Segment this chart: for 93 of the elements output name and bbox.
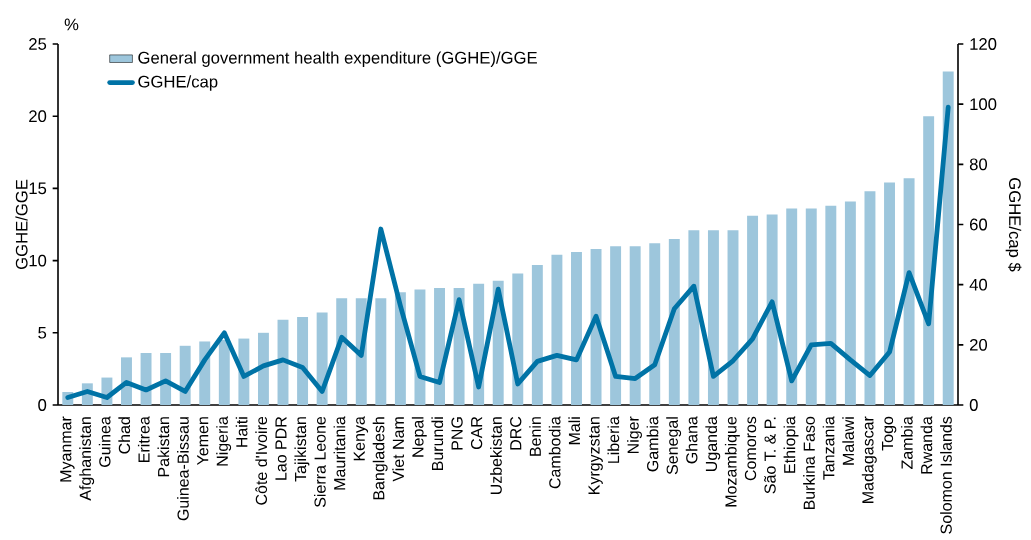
x-tick-label: Uzbekistan <box>490 417 502 495</box>
bar <box>551 254 563 405</box>
bar <box>629 246 641 405</box>
x-tick-label: Madagascar <box>861 416 877 503</box>
x-tick-label: Lao PDR <box>275 416 287 480</box>
legend-label: GGHE/cap <box>138 75 218 91</box>
x-tick-label: Kyrgyzstan <box>588 417 603 494</box>
y2-tick-label: 0 <box>969 399 978 411</box>
bar <box>864 191 876 405</box>
bar <box>160 353 172 405</box>
bar <box>336 298 348 405</box>
x-tick-label: Côte d'Ivoire <box>255 416 268 505</box>
x-tick-label: Nepal <box>411 417 427 457</box>
x-tick-label: Mauritania <box>333 416 346 490</box>
x-tick-label: Malawi <box>842 417 854 465</box>
bar <box>668 238 680 405</box>
y2-tick-label: 60 <box>969 218 988 231</box>
x-tick-label: Tajikistan <box>294 417 310 482</box>
bar <box>649 243 661 405</box>
x-tick-label: Haiti <box>235 417 248 447</box>
x-tick-label: Burkina Faso <box>803 416 815 510</box>
x-tick-label: Ethiopia <box>783 416 799 473</box>
x-tick-label: São T. & P. <box>764 417 776 494</box>
x-tick-label: Gambia <box>646 416 659 472</box>
bar <box>590 249 602 405</box>
y-tick-label: 0 <box>38 399 47 411</box>
y-tick-label: 20 <box>29 110 47 123</box>
x-tick-label: Togo <box>881 416 897 451</box>
x-tick-label: Guinea-Bissau <box>177 417 189 521</box>
x-tick-label: PNG <box>451 417 463 450</box>
x-tick-label: CAR <box>470 416 483 450</box>
bar <box>297 316 309 405</box>
text: % <box>64 18 79 31</box>
bar <box>218 340 230 405</box>
bar <box>257 332 269 405</box>
bar <box>844 201 856 405</box>
x-tick-label: Viet Nam <box>392 417 405 482</box>
legend-label: General government health expenditure (GGHE)/GGE <box>138 51 537 67</box>
x-tick-label: Mozambique <box>724 416 740 507</box>
bar <box>707 230 719 405</box>
bar <box>825 205 837 405</box>
x-tick-label: Kenya <box>353 416 369 461</box>
line-series <box>65 104 951 400</box>
bar <box>414 289 426 405</box>
x-tick-label: Afghanistan <box>79 417 95 501</box>
x-tick-label: Uganda <box>705 416 721 471</box>
bar <box>766 214 778 405</box>
bar <box>688 230 700 405</box>
bar <box>610 246 622 405</box>
y2-tick-label: 100 <box>970 98 997 111</box>
y-tick-label: 5 <box>38 326 47 339</box>
x-tick-label: Liberia <box>607 416 620 463</box>
y2-tick-label: 20 <box>969 338 988 351</box>
x-tick-label: Comoros <box>744 416 757 481</box>
x-tick-label: Ghana <box>685 416 698 464</box>
x-tick-label: Niger <box>627 416 642 454</box>
x-tick-label: Chad <box>118 417 131 454</box>
x-tick-label: Mali <box>568 417 581 445</box>
x-tick-label: Burundi <box>431 417 444 470</box>
x-tick-label: Senegal <box>666 417 682 475</box>
y-tick-label: 10 <box>29 254 47 267</box>
x-tick-label: Cambodia <box>548 416 561 489</box>
bar <box>571 251 582 405</box>
x-tick-label: Yemen <box>197 417 209 466</box>
bar <box>884 182 895 405</box>
y2-axis-title: GGHE/cap $ <box>1005 178 1022 272</box>
x-tick-label: Guinea <box>98 416 111 467</box>
y-tick-label: 25 <box>29 38 47 50</box>
x-tick-label: Bangladesh <box>372 417 388 500</box>
x-tick-label: Eritrea <box>137 416 150 462</box>
bar <box>786 208 798 405</box>
bar <box>747 215 759 405</box>
y-tick-label: 15 <box>29 182 47 195</box>
bar <box>531 264 543 405</box>
x-tick-label: Zambia <box>900 416 913 470</box>
x-tick-label: Pakistan <box>157 417 170 477</box>
x-tick-label: DRC <box>510 416 522 450</box>
y2-tick-label: 40 <box>969 278 988 291</box>
bar <box>375 298 387 405</box>
bar <box>140 353 152 405</box>
y-axis-title: GGHE/GGE <box>15 179 28 270</box>
bar <box>903 178 915 405</box>
x-tick-label: Tanzania <box>822 416 835 480</box>
x-tick-label: Solomon Islands <box>940 416 952 534</box>
x-tick-label: Myanmar <box>60 416 75 482</box>
x-tick-label: Sierra Leone <box>314 416 326 508</box>
x-tick-label: Benin <box>529 417 541 456</box>
x-tick-label: Nigeria <box>216 416 232 466</box>
x-tick-label: Rwanda <box>920 416 933 474</box>
y2-tick-label: 120 <box>970 38 997 50</box>
bar <box>805 208 817 405</box>
bar <box>942 71 954 405</box>
y2-tick-label: 80 <box>969 158 988 171</box>
